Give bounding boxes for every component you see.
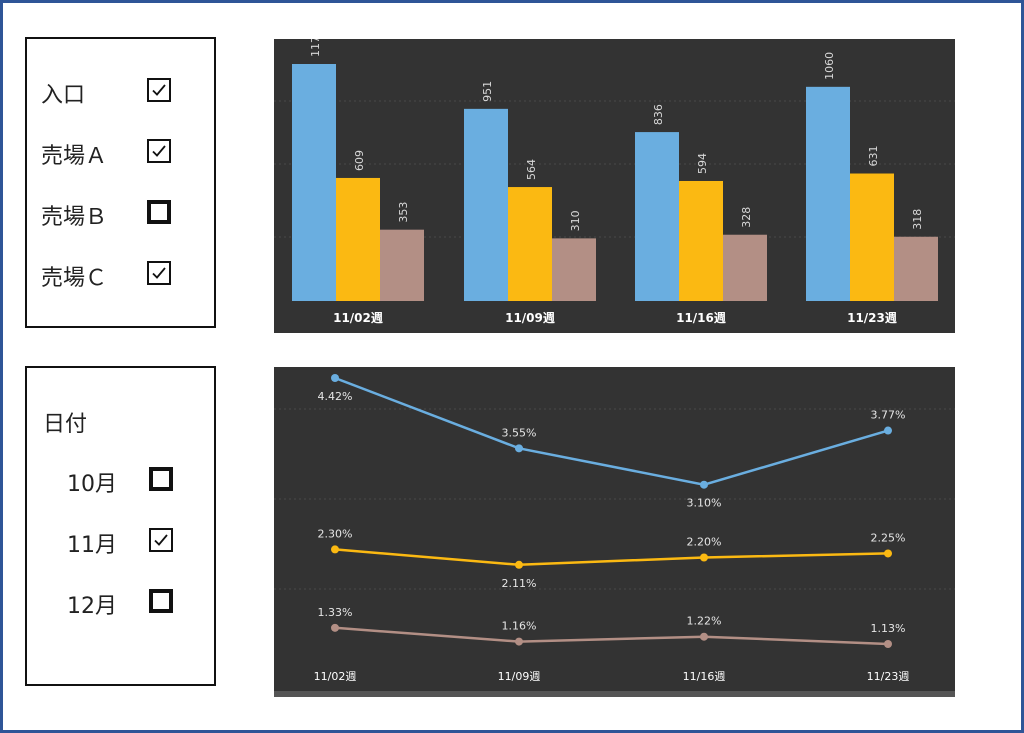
month-filter-label: 10月 [67, 472, 117, 497]
data-point [700, 632, 708, 641]
location-filter-label: 売場Ｃ [41, 266, 108, 291]
bar-value-label: 328 [740, 207, 753, 228]
bar-chart: 1173 609 353 11/02週 951 564 310 11/09週 836 594 328… [274, 39, 955, 333]
point-value-label: 2.11% [502, 577, 537, 590]
point-value-label: 2.25% [871, 531, 906, 544]
series-line [334, 548, 889, 567]
line-chart-svg: 4.42% 3.55% 3.10% 3.77% 2.30% 2.11% 2.20% 2.25%… [274, 374, 955, 697]
x-axis-tick-label: 11/09週 [498, 670, 541, 683]
month-filter-checkbox[interactable] [149, 467, 173, 491]
bar-value-label: 594 [696, 153, 709, 174]
data-point [331, 374, 339, 382]
month-filter-label: 12月 [67, 594, 117, 619]
bottom-scrollbar [274, 691, 955, 697]
x-axis-tick-label: 11/23週 [867, 670, 910, 683]
point-value-label: 3.77% [871, 409, 906, 422]
location-filter-panel: 入口売場Ａ 売場Ｂ 売場Ｃ [25, 37, 216, 328]
check-icon [154, 534, 168, 546]
data-point [331, 623, 339, 632]
bar [508, 187, 552, 301]
bar-value-label: 353 [397, 202, 410, 223]
x-axis-tick-label: 11/02週 [314, 670, 357, 683]
bar [292, 64, 336, 301]
bar [552, 238, 596, 301]
bar-value-label: 951 [481, 81, 494, 102]
point-value-label: 1.16% [502, 620, 537, 633]
data-point [515, 560, 523, 569]
point-value-label: 1.33% [318, 606, 353, 619]
bar-value-label: 609 [353, 150, 366, 171]
data-point [331, 545, 339, 554]
x-axis-tick-label: 11/02週 [333, 310, 383, 325]
location-filter-label: 売場Ｂ [41, 205, 108, 230]
bar [464, 108, 508, 301]
data-point [700, 553, 708, 562]
point-value-label: 1.22% [687, 615, 722, 628]
bar [635, 132, 679, 301]
location-filter-checkbox[interactable] [147, 261, 171, 285]
x-axis-tick-label: 11/16週 [676, 310, 726, 325]
bar [850, 173, 894, 301]
bar-value-label: 836 [652, 104, 665, 125]
point-value-label: 4.42% [318, 390, 353, 403]
bar [679, 180, 723, 301]
bar [806, 86, 850, 301]
location-filter-checkbox[interactable] [147, 200, 171, 224]
bar-value-label: 318 [911, 209, 924, 230]
data-point [700, 480, 708, 489]
date-filter-panel: 日付 10月 11月 12月 [25, 366, 216, 686]
month-filter-label: 11月 [67, 533, 117, 558]
x-axis-tick-label: 11/09週 [505, 310, 555, 325]
line-chart: 4.42% 3.55% 3.10% 3.77% 2.30% 2.11% 2.20% 2.25%… [274, 367, 955, 697]
bar-value-label: 1060 [823, 52, 836, 80]
bar [723, 234, 767, 301]
point-value-label: 3.55% [502, 426, 537, 439]
check-icon [152, 145, 166, 157]
x-axis-tick-label: 11/23週 [847, 310, 897, 325]
check-icon [152, 84, 166, 96]
check-icon [152, 267, 166, 279]
data-point [884, 426, 892, 435]
bar-value-label: 631 [867, 146, 880, 167]
location-filter-label: 入口 [41, 83, 86, 108]
month-filter-checkbox[interactable] [149, 589, 173, 613]
location-filter-label: 売場Ａ [41, 144, 108, 169]
location-filter-checkbox[interactable] [147, 139, 171, 163]
bar-chart-svg: 1173 609 353 11/02週 951 564 310 11/09週 836 594 328… [274, 39, 955, 325]
bar-value-label: 564 [525, 159, 538, 180]
data-point [515, 444, 523, 453]
bar [336, 177, 380, 301]
data-point [515, 637, 523, 646]
bar [894, 236, 938, 301]
bar-value-label: 1173 [309, 39, 322, 57]
point-value-label: 3.10% [687, 497, 722, 510]
x-axis-tick-label: 11/16週 [683, 670, 726, 683]
bar-value-label: 310 [569, 210, 582, 231]
data-point [884, 549, 892, 558]
month-filter-checkbox[interactable] [149, 528, 173, 552]
bar [380, 229, 424, 301]
series-line [334, 626, 889, 646]
series-line [334, 376, 889, 486]
point-value-label: 1.13% [871, 622, 906, 635]
point-value-label: 2.30% [318, 527, 353, 540]
date-filter-title: 日付 [43, 412, 88, 437]
point-value-label: 2.20% [687, 535, 722, 548]
data-point [884, 640, 892, 648]
location-filter-checkbox[interactable] [147, 78, 171, 102]
